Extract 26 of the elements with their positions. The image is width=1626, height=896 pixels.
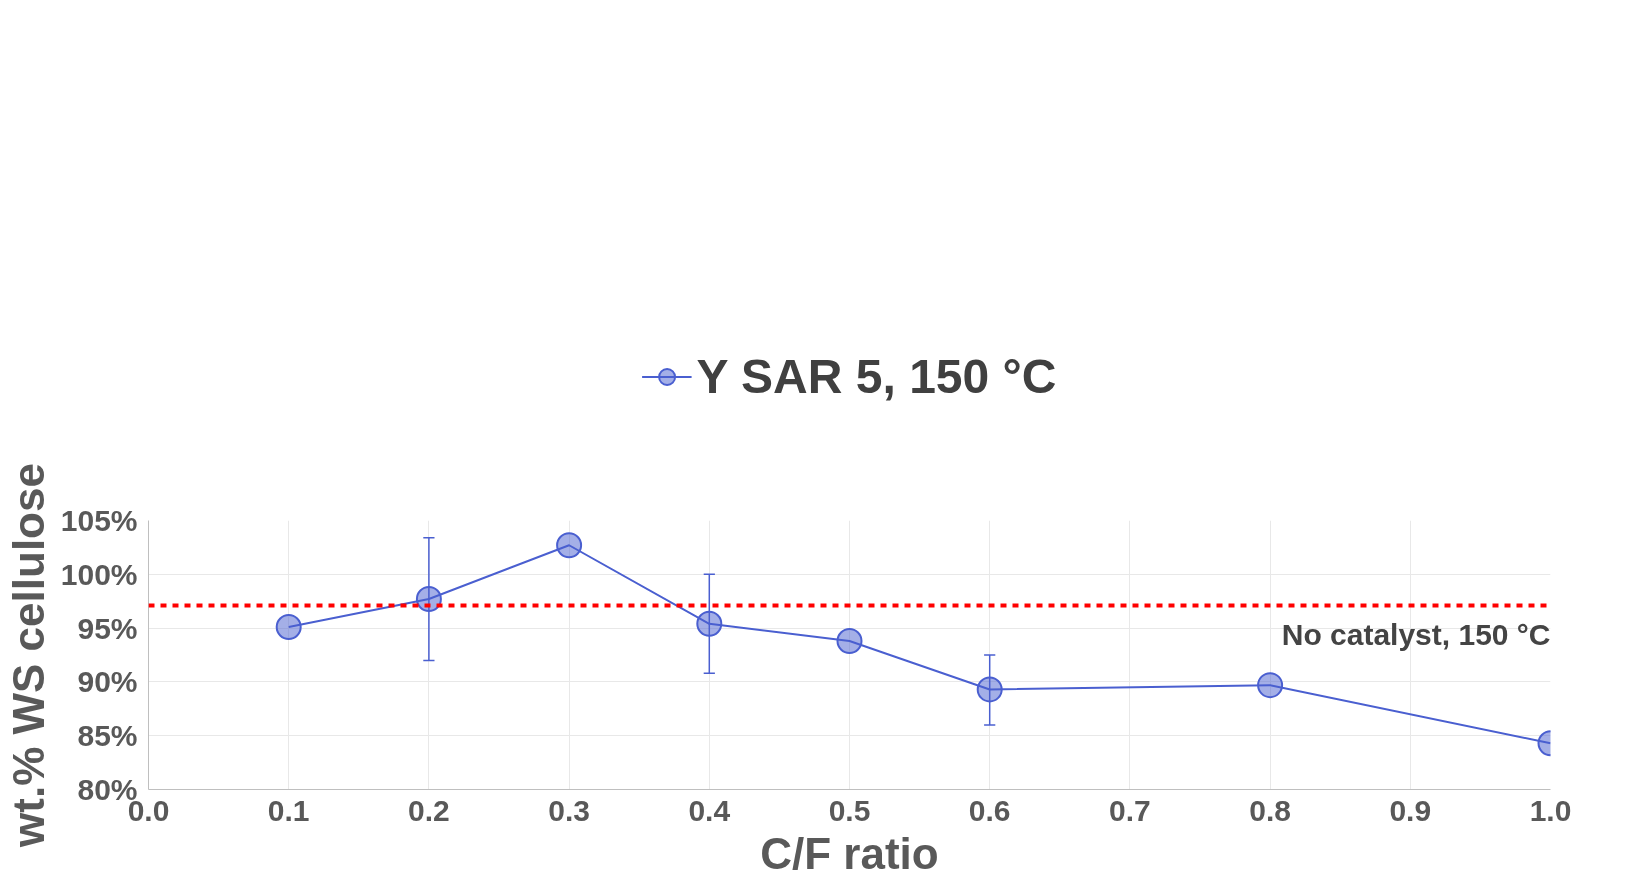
x-tick-label: 0.5 [828,793,871,827]
y-tick-label: 105% [60,504,138,537]
y-tick-label: 85% [77,719,138,753]
point [1257,672,1284,699]
y-tick-label: 95% [77,611,138,645]
x-tick-label: 0.9 [1389,793,1432,827]
point [415,586,442,613]
x-tick-label: 0.2 [408,793,450,827]
x-axis-title: C/F ratio [760,828,939,878]
ref-line-label: No catalyst, 150 °C [1281,617,1551,651]
x-tick-label: 0.3 [548,793,590,827]
x-tick-label: 0.7 [1109,793,1151,827]
point [275,614,302,640]
y-tick-label: 90% [77,665,138,699]
x-tick-label: 0.4 [688,793,731,827]
legend-label: Y SAR 5, 150 °C [696,348,1057,404]
x-tick-label: 0.6 [968,793,1011,827]
point [696,610,723,637]
point [976,676,1003,703]
x-tick-label: 0.1 [267,793,310,827]
point [556,532,583,559]
point [836,628,863,654]
y-axis-title: wt.% WS cellulose [3,463,53,848]
x-tick-label: 0.8 [1249,793,1291,827]
y-tick-label: 100% [60,557,138,591]
x-tick-label: 1.0 [1529,793,1572,827]
